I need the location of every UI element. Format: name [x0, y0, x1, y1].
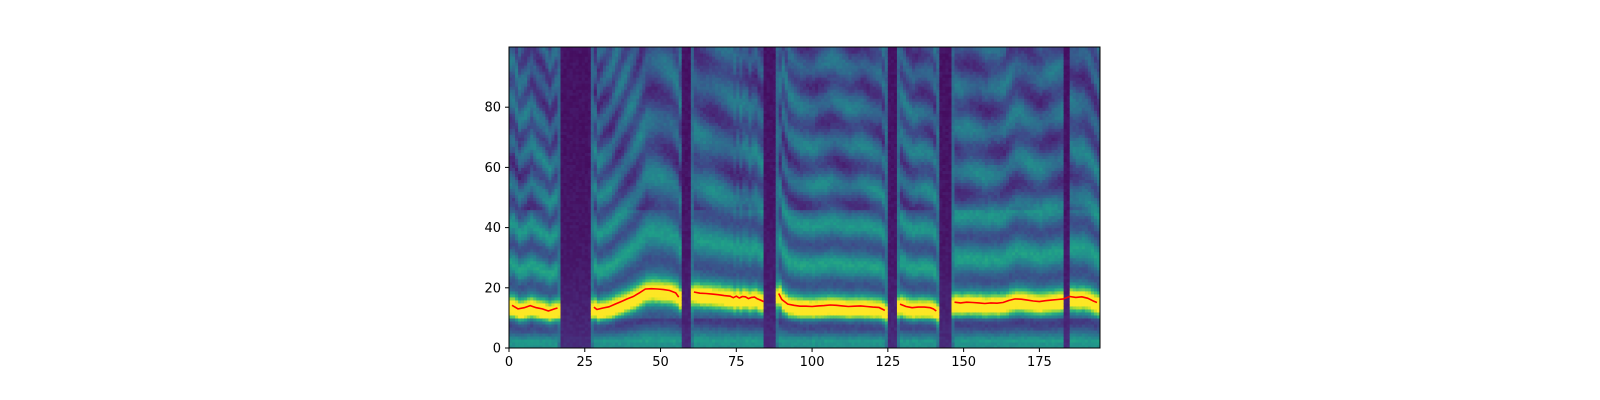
- spectrogram-heatmap: [509, 47, 1101, 349]
